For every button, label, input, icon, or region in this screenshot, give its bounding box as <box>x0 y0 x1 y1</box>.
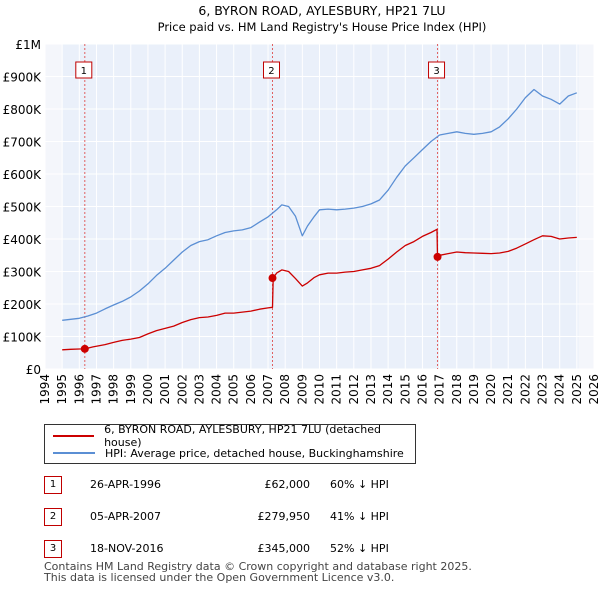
x-tick-label: 2008 <box>278 374 292 405</box>
sale-marker-label: 1 <box>81 66 87 77</box>
sale-marker-box <box>75 61 93 79</box>
x-tick-label: 2000 <box>141 374 155 405</box>
sale-marker-label: 2 <box>268 66 274 77</box>
sale-marker-label: 3 <box>433 66 439 77</box>
x-tick-label: 1998 <box>107 374 121 405</box>
footer-attribution: Contains HM Land Registry data © Crown c… <box>44 561 472 583</box>
x-tick-label: 2011 <box>330 374 344 405</box>
sale-hpi-diff: 60% ↓ HPI <box>330 478 389 491</box>
sale-row: 3 18-NOV-2016 £345,000 52% ↓ HPI <box>44 536 464 568</box>
legend-swatch-red <box>53 435 95 437</box>
x-tick-label: 1994 <box>38 374 52 405</box>
x-tick-label: 2020 <box>484 374 498 405</box>
x-tick-label: 2018 <box>450 374 464 405</box>
price-chart: 6, BYRON ROAD, AYLESBURY, HP21 7LU Price… <box>3 3 600 405</box>
sale-marker-box <box>262 61 280 79</box>
x-tick-label: 2015 <box>398 374 412 405</box>
legend-item-property: 6, BYRON ROAD, AYLESBURY, HP21 7LU (deta… <box>53 423 415 449</box>
sale-hpi-diff: 52% ↓ HPI <box>330 542 389 555</box>
x-tick-label: 2013 <box>364 374 378 405</box>
x-tick-label: 2023 <box>536 374 550 405</box>
y-tick-label: £300K <box>3 266 43 280</box>
legend-swatch-blue <box>53 452 95 454</box>
sale-point <box>433 252 442 261</box>
x-tick-label: 2007 <box>261 374 275 405</box>
chart-title: 6, BYRON ROAD, AYLESBURY, HP21 7LU <box>198 3 445 18</box>
y-tick-label: £500K <box>3 201 43 215</box>
sale-number-badge: 3 <box>44 540 62 558</box>
chart-subtitle: Price paid vs. HM Land Registry's House … <box>158 20 487 34</box>
sale-row: 1 26-APR-1996 £62,000 60% ↓ HPI <box>44 472 464 504</box>
footer-line-2: This data is licensed under the Open Gov… <box>44 571 395 584</box>
x-tick-label: 2005 <box>227 374 241 405</box>
sale-row: 2 05-APR-2007 £279,950 41% ↓ HPI <box>44 504 464 536</box>
x-tick-label: 2021 <box>501 374 515 405</box>
sale-point <box>80 344 89 353</box>
x-tick-label: 2004 <box>210 374 224 405</box>
legend-item-hpi: HPI: Average price, detached house, Buck… <box>53 445 404 461</box>
chart-legend: 6, BYRON ROAD, AYLESBURY, HP21 7LU (deta… <box>44 423 416 464</box>
sale-number-badge: 2 <box>44 508 62 526</box>
x-tick-label: 2001 <box>158 374 172 405</box>
x-tick-label: 2010 <box>313 374 327 405</box>
y-tick-label: £600K <box>3 168 43 182</box>
y-tick-label: £400K <box>3 233 43 247</box>
sales-table: 1 26-APR-1996 £62,000 60% ↓ HPI 2 05-APR… <box>44 472 464 568</box>
sale-price: £62,000 <box>264 478 311 491</box>
x-tick-label: 2012 <box>347 374 361 405</box>
legend-label-property: 6, BYRON ROAD, AYLESBURY, HP21 7LU (deta… <box>104 423 381 449</box>
x-tick-label: 2025 <box>570 374 584 405</box>
y-tick-label: £900K <box>3 71 43 85</box>
x-tick-label: 2002 <box>175 374 189 405</box>
y-tick-label: £800K <box>3 103 43 117</box>
y-tick-label: £700K <box>3 136 43 150</box>
property-price-line <box>62 228 577 351</box>
x-tick-label: 2016 <box>415 374 429 405</box>
x-tick-label: 2014 <box>381 374 395 405</box>
y-tick-label: £0 <box>26 363 41 377</box>
x-tick-label: 2003 <box>192 374 206 405</box>
x-tick-label: 1995 <box>55 374 69 405</box>
x-tick-label: 1999 <box>124 374 138 405</box>
y-tick-label: £1M <box>15 38 41 52</box>
x-tick-label: 1996 <box>72 374 86 405</box>
y-tick-label: £200K <box>3 298 43 312</box>
x-tick-label: 2006 <box>244 374 258 405</box>
x-tick-label: 2022 <box>518 374 532 405</box>
x-tick-label: 1997 <box>89 374 103 405</box>
legend-label-hpi: HPI: Average price, detached house, Buck… <box>105 446 404 460</box>
x-tick-label: 2019 <box>467 374 481 405</box>
sale-hpi-diff: 41% ↓ HPI <box>330 510 389 523</box>
sale-price: £279,950 <box>257 510 311 523</box>
sale-date: 26-APR-1996 <box>90 478 162 491</box>
x-tick-label: 2009 <box>295 374 309 405</box>
x-tick-label: 2026 <box>587 374 600 405</box>
hpi-line <box>62 88 578 321</box>
footer-line-1: Contains HM Land Registry data © Crown c… <box>44 560 472 573</box>
sale-price: £345,000 <box>257 542 311 555</box>
sale-date: 18-NOV-2016 <box>90 542 164 555</box>
sale-marker-box <box>428 61 446 79</box>
x-tick-label: 2017 <box>433 374 447 405</box>
sale-number-badge: 1 <box>44 476 62 494</box>
sale-date: 05-APR-2007 <box>90 510 162 523</box>
x-tick-label: 2024 <box>553 374 567 405</box>
sale-point <box>268 274 277 283</box>
y-tick-label: £100K <box>3 331 43 345</box>
